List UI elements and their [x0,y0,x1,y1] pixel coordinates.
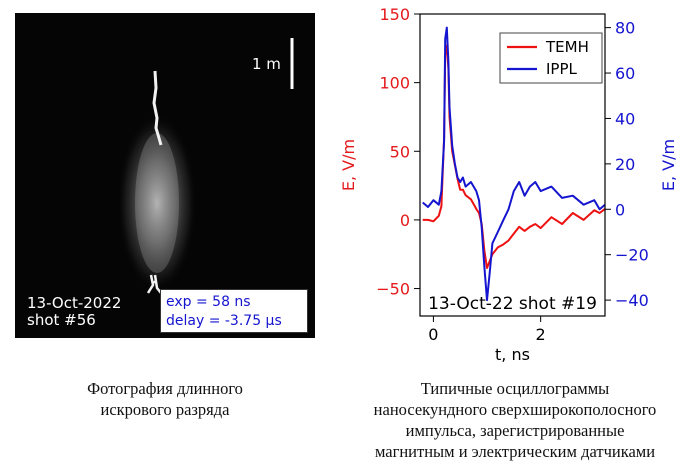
right-tick-label: 20 [615,155,635,174]
right-tick-label: −20 [615,246,649,265]
plot-frame [419,13,606,317]
left-caption: Фотография длинного искрового разряда [15,378,315,420]
left-tick-label: 150 [379,5,410,24]
spark-discharge-photo: 1 m 13-Oct-2022 shot #56 exp = 58 ns del… [15,13,315,338]
left-tick-label: −50 [376,280,410,299]
right-tick-label: 80 [615,19,635,38]
left-tick-label: 100 [379,74,410,93]
left-caption-line: Фотография длинного [87,379,243,398]
scale-label: 1 m [252,55,281,73]
legend-box [499,32,603,84]
oscillogram-chart: −50 0 50 100 150 −40 −20 0 20 40 60 80 0 2 t, ns E, V/m… [339,5,678,364]
right-tick-label: −40 [615,291,649,310]
right-tick-label: 60 [615,64,635,83]
photo-date: 13-Oct-2022 [27,294,122,312]
series-line-ippl [422,26,606,302]
right-tick-label: 0 [615,200,625,219]
right-caption-line: импульса, зарегистрированные [405,421,625,440]
legend-label-temh: TEMH [545,38,589,56]
left-tick-label: 0 [400,211,410,230]
right-caption-line: наносекундного сверхширокополосного [373,400,657,419]
left-tick-label: 50 [390,142,410,161]
photo-shot: shot #56 [27,311,96,329]
discharge-glow [117,113,197,293]
x-axis-label: t, ns [495,345,530,364]
right-caption-line: магнитным и электрическим датчиками [374,442,656,461]
chart-annotation: 13-Oct-22 shot #19 [428,294,597,314]
delay-text: delay = -3.75 µs [166,313,282,329]
right-axis-label: E, V/m [659,139,678,191]
x-tick-label: 2 [536,325,546,344]
legend-label-ippl: IPPL [546,60,578,78]
x-tick-label: 0 [428,325,438,344]
right-tick-label: 40 [615,109,635,128]
leader-channel [152,70,163,146]
right-caption: Типичные осциллограммы наносекундного св… [330,378,700,462]
left-caption-line: искрового разряда [100,400,230,419]
right-caption-line: Типичные осциллограммы [420,379,610,398]
left-axis-label: E, V/m [339,139,358,191]
spark-image [117,38,294,297]
exposure-info-box: exp = 58 ns delay = -3.75 µs [160,289,308,333]
exposure-text: exp = 58 ns [166,294,251,310]
